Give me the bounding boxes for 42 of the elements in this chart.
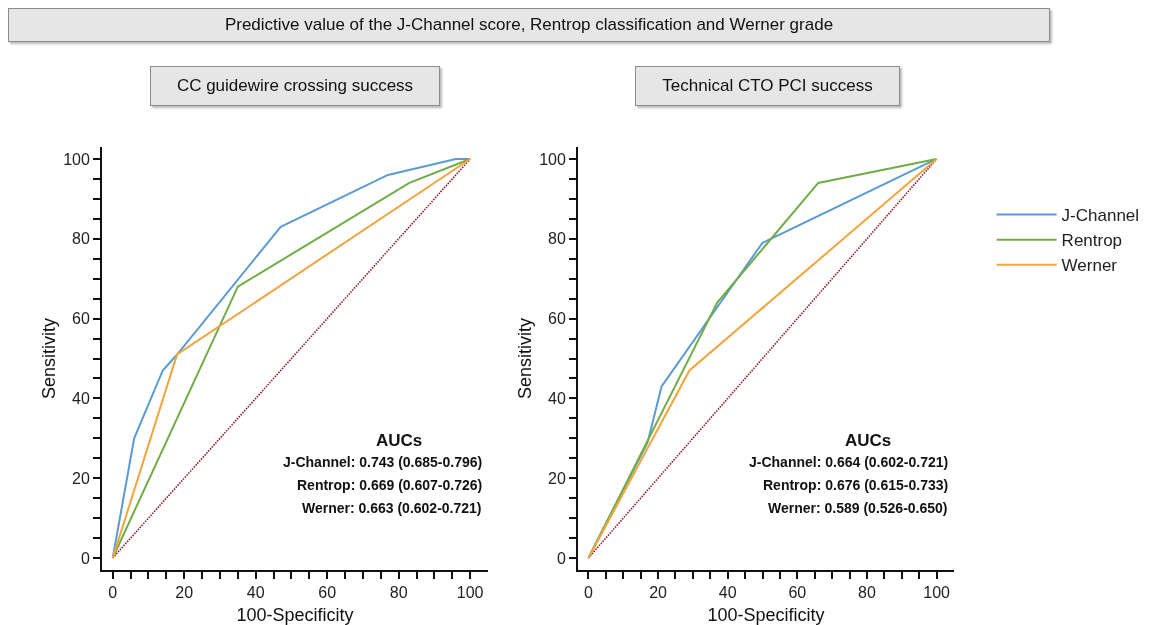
annotation: AUCs (845, 431, 892, 450)
y-tick-label: 80 (548, 230, 566, 248)
x-tick-label: 100 (923, 584, 951, 602)
x-tick-label: 100 (456, 584, 484, 602)
x-tick-label: 0 (583, 584, 593, 602)
legend-label: Rentrop (1061, 231, 1123, 251)
x-tick-label: 80 (389, 584, 408, 602)
x-tick-label: 60 (318, 584, 337, 602)
chart-title: Technical CTO PCI success (635, 66, 900, 106)
x-tick-label: 80 (858, 584, 876, 602)
y-tick-label: 100 (63, 150, 90, 168)
annotation: J-Channel: 0.743 (0.685-0.796) (283, 454, 483, 470)
y-tick-label: 80 (72, 230, 90, 248)
y-tick-label: 20 (548, 469, 566, 487)
legend-label: J-Channel (1061, 206, 1140, 226)
annotation: J-Channel: 0.664 (0.602-0.721) (749, 454, 949, 470)
annotation: Rentrop: 0.676 (0.615-0.733) (763, 477, 949, 493)
x-tick-label: 0 (108, 584, 118, 602)
y-tick-label: 20 (72, 469, 90, 487)
y-axis-title: Sensitivity (515, 317, 536, 400)
x-tick-label: 40 (718, 584, 737, 602)
y-axis-title: Sensitivity (39, 317, 60, 400)
annotation: Werner: 0.589 (0.526-0.650) (768, 500, 948, 516)
y-tick-label: 40 (548, 390, 566, 408)
y-tick-label: 0 (80, 549, 90, 567)
x-tick-label: 20 (175, 584, 194, 602)
text: Predictive value of the J-Channel score, Rentrop classification and Werner grade (8, 8, 1050, 42)
annotation: Werner: 0.663 (0.602-0.721) (302, 500, 482, 516)
y-tick-label: 60 (72, 310, 90, 328)
annotation: AUCs (376, 431, 423, 450)
x-axis-title: 100-Specificity (236, 605, 354, 625)
x-axis-title: 100-Specificity (707, 605, 825, 625)
y-tick-label: 40 (72, 390, 90, 408)
y-tick-label: 60 (548, 310, 566, 328)
y-tick-label: 100 (539, 150, 566, 168)
annotation: Rentrop: 0.669 (0.607-0.726) (297, 477, 483, 493)
x-tick-label: 40 (246, 584, 265, 602)
legend-label: Werner (1061, 256, 1118, 276)
x-tick-label: 20 (649, 584, 668, 602)
x-tick-label: 60 (788, 584, 807, 602)
chart-title: CC guidewire crossing success (150, 66, 440, 106)
y-tick-label: 0 (556, 549, 566, 567)
